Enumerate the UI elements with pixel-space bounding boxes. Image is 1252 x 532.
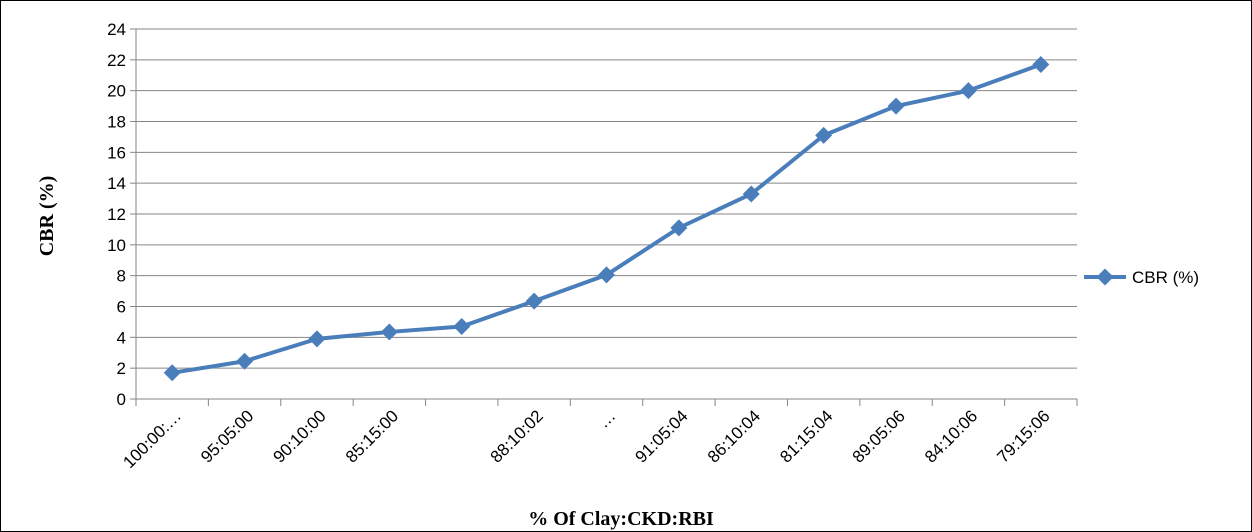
x-tick-label: 79:15:06 xyxy=(993,406,1053,466)
data-point xyxy=(887,97,905,115)
y-tick-label: 14 xyxy=(107,174,126,193)
data-point xyxy=(525,292,543,310)
legend: CBR (%) xyxy=(1084,268,1199,287)
y-tick-label: 18 xyxy=(107,113,126,132)
y-tick-label: 0 xyxy=(117,390,126,409)
x-tick-label: 85:15:00 xyxy=(342,406,402,466)
data-point xyxy=(380,323,398,341)
y-tick-label: 6 xyxy=(117,298,126,317)
x-tick-label: 89:05:06 xyxy=(849,406,909,466)
y-tick-label: 20 xyxy=(107,82,126,101)
data-point xyxy=(598,266,615,284)
x-tick-label: 100:00:… xyxy=(119,406,185,472)
data-point xyxy=(453,318,471,336)
x-tick-labels: 100:00:… 95:05:00 90:10:00 85:15:00 88:10:02… xyxy=(119,406,1053,472)
y-tick-label: 8 xyxy=(117,267,126,286)
y-tick-label: 4 xyxy=(117,328,126,347)
y-tick-label: 2 xyxy=(117,359,126,378)
x-tick-label: 95:05:00 xyxy=(197,406,257,466)
y-tick-label: 12 xyxy=(107,205,126,224)
data-point xyxy=(742,185,760,203)
x-tick-label: … xyxy=(594,406,619,431)
y-axis-title: CBR (%) xyxy=(36,176,58,257)
legend-label: CBR (%) xyxy=(1132,268,1199,287)
x-tick-label: 91:05:04 xyxy=(631,406,691,466)
data-point xyxy=(308,330,326,348)
legend-swatch-marker xyxy=(1096,268,1114,286)
y-tick-label: 16 xyxy=(107,143,126,162)
y-tick-label: 22 xyxy=(107,51,126,70)
x-tick-label: 84:10:06 xyxy=(921,406,981,466)
x-tick-label: 88:10:02 xyxy=(487,406,547,466)
y-tick-label: 24 xyxy=(107,20,126,39)
data-point xyxy=(670,219,688,237)
y-tick-label: 10 xyxy=(107,236,126,255)
x-tick-label: 81:15:04 xyxy=(776,406,836,466)
data-point xyxy=(1032,55,1050,73)
data-point xyxy=(959,82,977,100)
x-axis-title: % Of Clay:CKD:RBI xyxy=(528,508,714,530)
data-point xyxy=(815,126,833,144)
data-point xyxy=(163,364,181,382)
x-tick-label: 90:10:00 xyxy=(270,406,330,466)
gridlines xyxy=(136,28,1077,369)
series-layer xyxy=(163,55,1050,382)
axes xyxy=(130,28,1078,406)
x-tick-label: 86:10:04 xyxy=(704,406,764,466)
series-line xyxy=(171,62,1042,375)
data-point xyxy=(236,352,254,370)
